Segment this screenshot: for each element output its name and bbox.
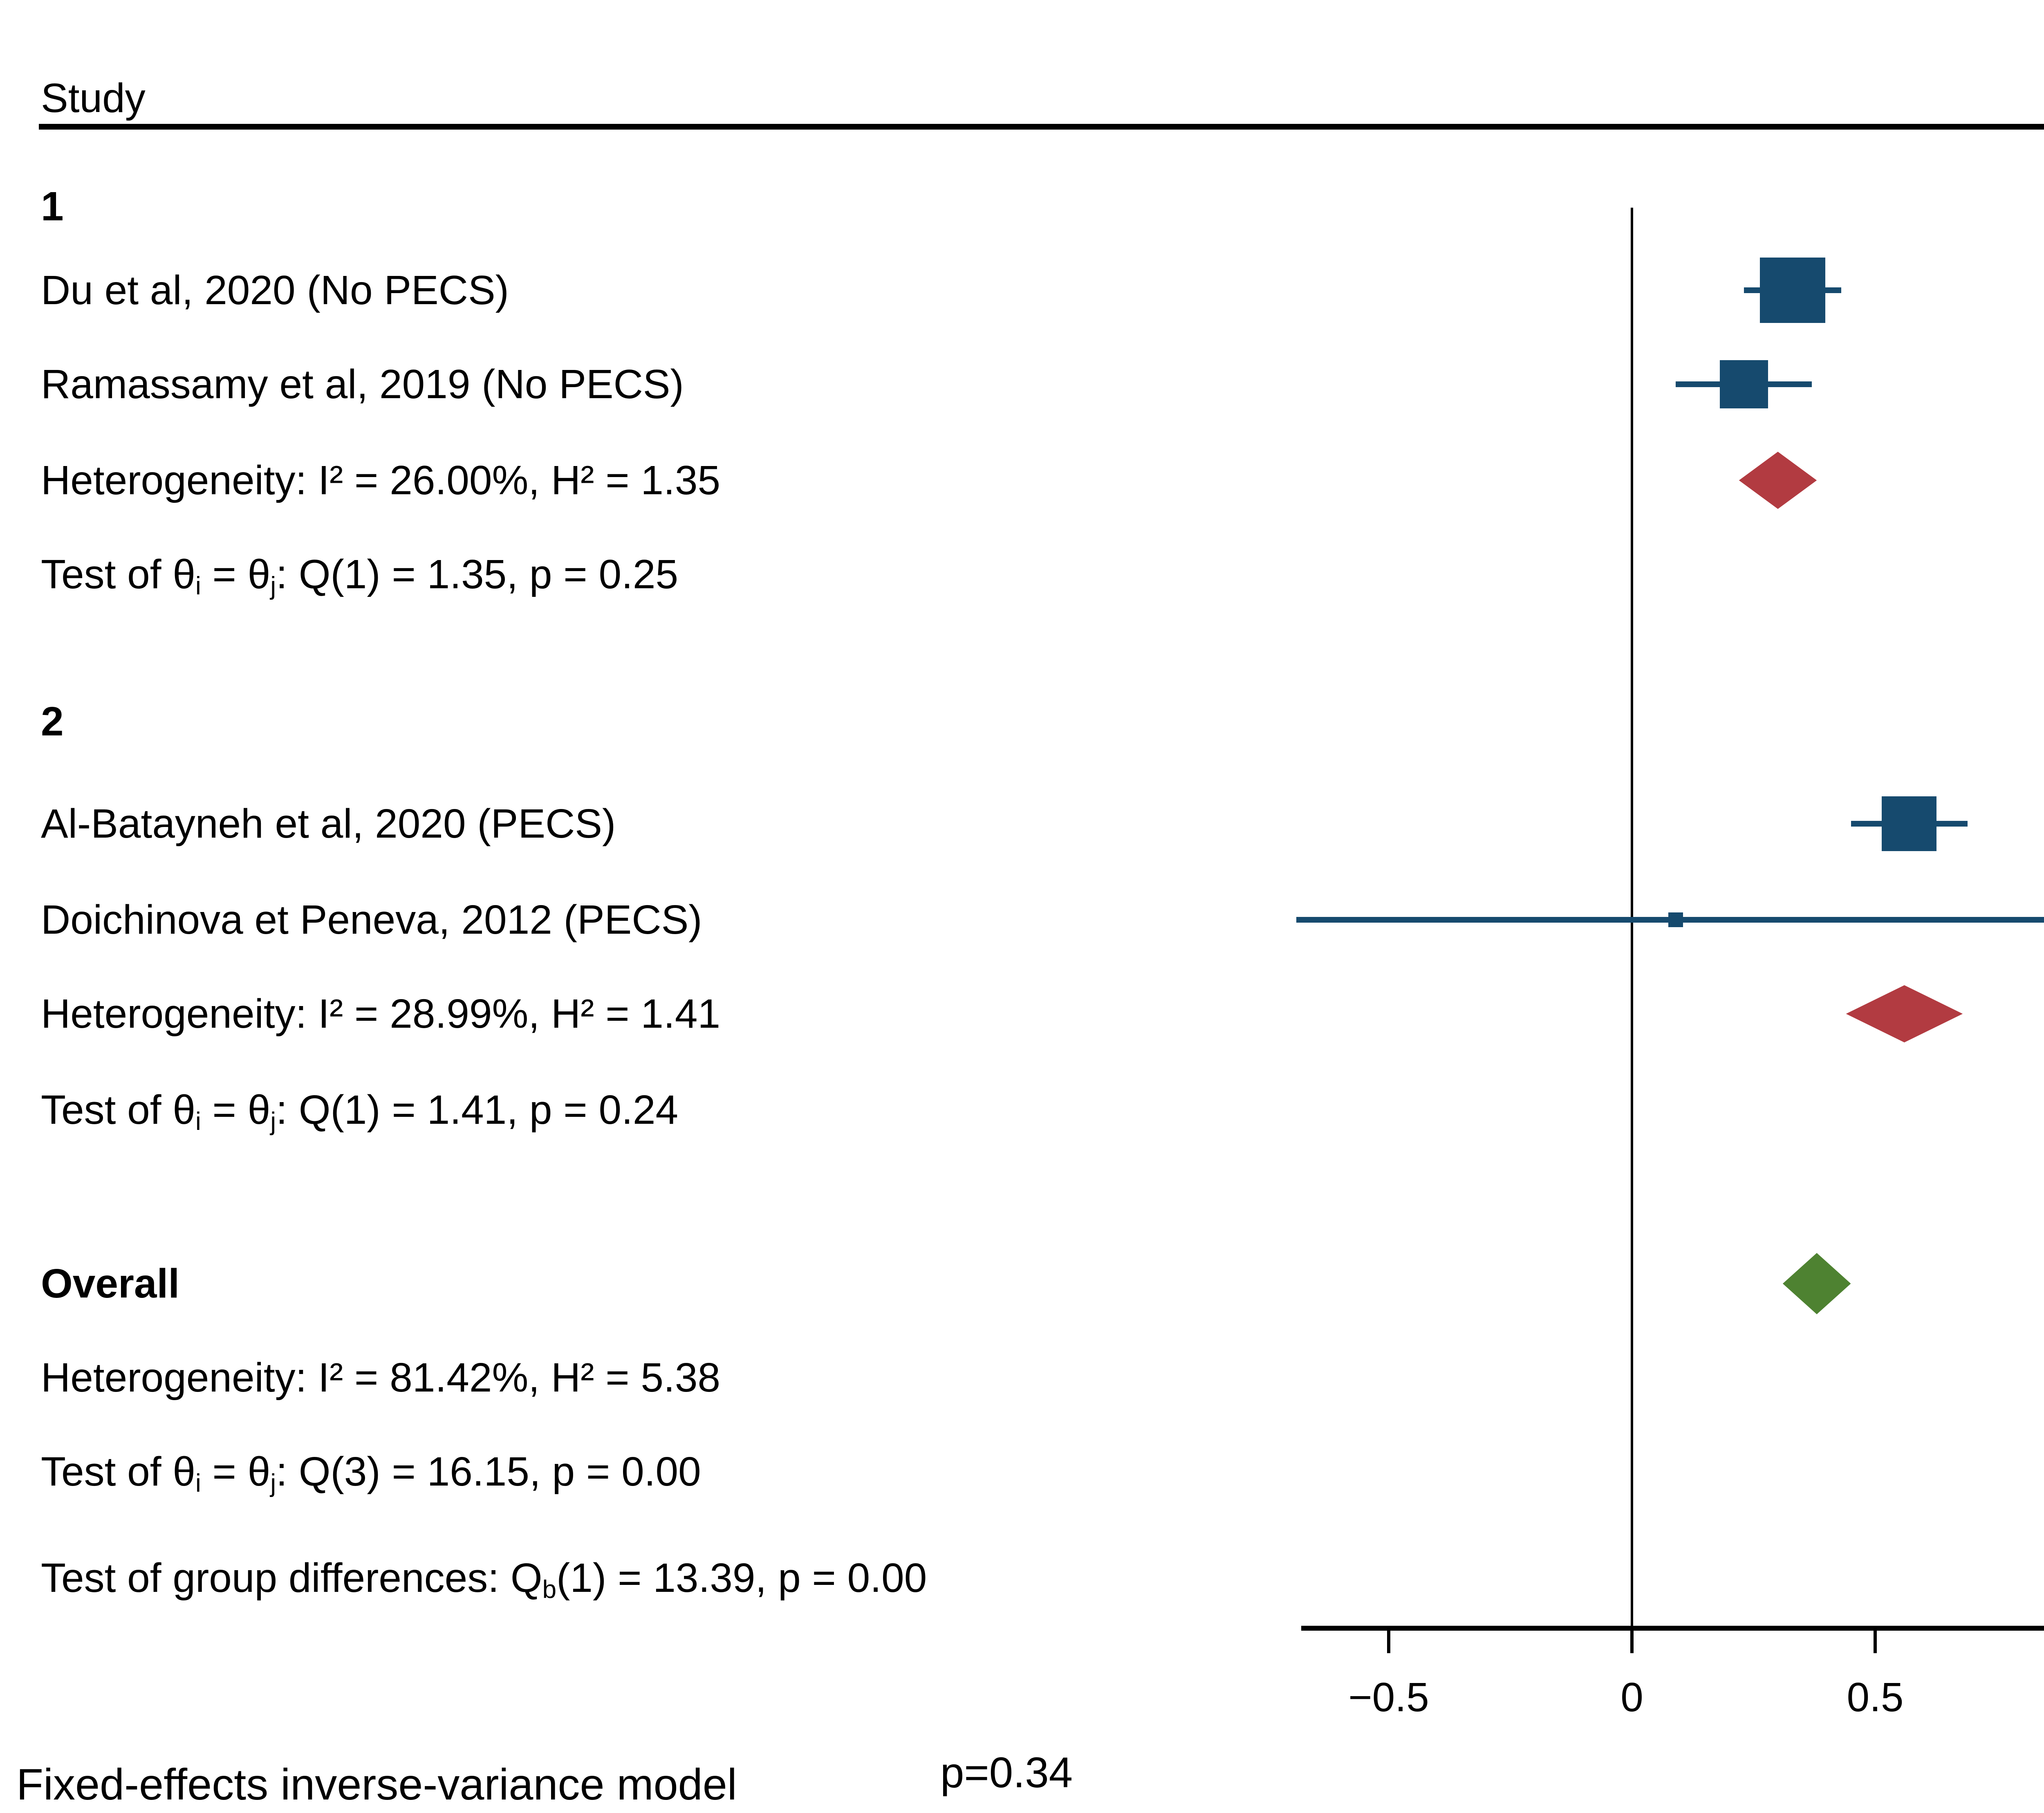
test-label: Test of group differences: Qb(1) = 13.39… [41, 1553, 927, 1604]
label-text: Test of group differences: Q [41, 1555, 542, 1601]
group-label: 1 [41, 184, 64, 229]
subscript-text: i [195, 1469, 201, 1497]
study-column-header: Study [41, 75, 146, 121]
x-axis-tick-mark [1630, 1631, 1634, 1653]
subscript-text: i [195, 571, 201, 600]
label-text: = θ [201, 1087, 271, 1133]
model-note: Fixed-effects inverse-variance model [16, 1759, 737, 1809]
label-text: (1) = 13.39, p = 0.00 [556, 1555, 927, 1601]
effect-size-square [1882, 796, 1937, 851]
label-text: Test of θ [41, 1087, 195, 1133]
x-axis-tick-label: 0.5 [1847, 1674, 1904, 1720]
label-text: Test of θ [41, 1449, 195, 1495]
study-label: Ramassamy et al, 2019 (No PECS) [41, 361, 684, 407]
heterogeneity-label: Heterogeneity: I² = 28.99%, H² = 1.41 [41, 991, 721, 1037]
subgroup-diamond [1846, 985, 1963, 1042]
group-label: 2 [41, 699, 64, 744]
subscript-text: j [270, 571, 276, 600]
test-label: Test of θi = θj: Q(3) = 16.15, p = 0.00 [41, 1446, 701, 1497]
study-label: Doichinova et Peneva, 2012 (PECS) [41, 897, 702, 943]
overall-label: Overall [41, 1261, 180, 1307]
subgroup-diamond [1739, 452, 1817, 509]
x-axis-tick-mark [1387, 1631, 1390, 1653]
label-text: : Q(3) = 16.15, p = 0.00 [276, 1449, 701, 1495]
test-label: Test of θi = θj: Q(1) = 1.35, p = 0.25 [41, 549, 678, 600]
label-text: : Q(1) = 1.41, p = 0.24 [276, 1087, 679, 1133]
subscript-text: j [270, 1469, 276, 1497]
x-axis-tick-mark [1874, 1631, 1877, 1653]
test-label: Heterogeneity: I² = 81.42%, H² = 5.38 [41, 1355, 721, 1401]
label-text: Test of θ [41, 551, 195, 597]
subscript-text: b [542, 1575, 557, 1604]
x-axis-tick-label: 0 [1620, 1674, 1643, 1720]
header-divider-rule [39, 124, 2044, 130]
x-axis-line [1301, 1626, 2044, 1631]
effect-size-square [1759, 258, 1825, 323]
study-label: Du et al, 2020 (No PECS) [41, 267, 509, 313]
subscript-text: i [195, 1107, 201, 1136]
subscript-text: j [270, 1107, 276, 1136]
label-text: = θ [201, 551, 271, 597]
heterogeneity-label: Heterogeneity: I² = 26.00%, H² = 1.35 [41, 457, 721, 503]
effect-size-square [1668, 912, 1683, 927]
x-axis-tick-label: −0.5 [1348, 1674, 1429, 1720]
label-text: = θ [201, 1449, 271, 1495]
effect-size-square [1719, 360, 1768, 408]
overall-diamond [1782, 1253, 1851, 1314]
study-label: Al-Batayneh et al, 2020 (PECS) [41, 801, 616, 847]
label-text: : Q(1) = 1.35, p = 0.25 [276, 551, 679, 597]
test-label: Test of θi = θj: Q(1) = 1.41, p = 0.24 [41, 1085, 679, 1136]
p-value-note: p=0.34 [940, 1749, 1073, 1797]
